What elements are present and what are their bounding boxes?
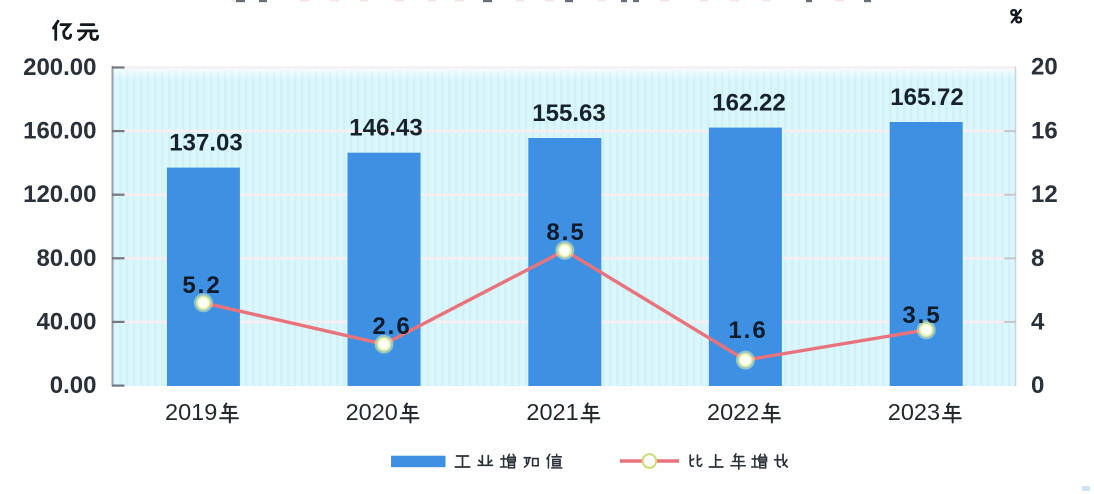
svg-text:0.00: 0.00 [50,372,97,399]
svg-text:1.6: 1.6 [728,317,767,344]
svg-text:162.22: 162.22 [712,90,785,117]
svg-text:2020: 2020 [346,399,398,425]
svg-text:137.03: 137.03 [169,130,242,157]
svg-text:2022: 2022 [707,399,759,425]
svg-text:165.72: 165.72 [890,84,963,111]
svg-text:12: 12 [1031,181,1058,208]
svg-text:5.2: 5.2 [182,272,221,299]
svg-text:120.00: 120.00 [23,181,96,208]
svg-text:2023: 2023 [888,399,940,425]
svg-text:155.63: 155.63 [532,100,605,127]
svg-text:8.5: 8.5 [546,219,585,246]
svg-text:8: 8 [1031,245,1044,272]
svg-text:0: 0 [1031,372,1044,399]
svg-text:200.00: 200.00 [23,54,96,81]
svg-text:20: 20 [1031,54,1058,81]
svg-text:2021: 2021 [526,399,578,425]
svg-text:160.00: 160.00 [23,118,96,145]
svg-text:146.43: 146.43 [349,115,422,142]
svg-text:2.6: 2.6 [372,313,411,340]
svg-text:40.00: 40.00 [36,308,96,335]
svg-text:4: 4 [1031,308,1045,335]
svg-text:3.5: 3.5 [902,302,941,329]
svg-text:16: 16 [1031,118,1058,145]
svg-text:2019: 2019 [165,399,217,425]
svg-text:80.00: 80.00 [36,245,96,272]
